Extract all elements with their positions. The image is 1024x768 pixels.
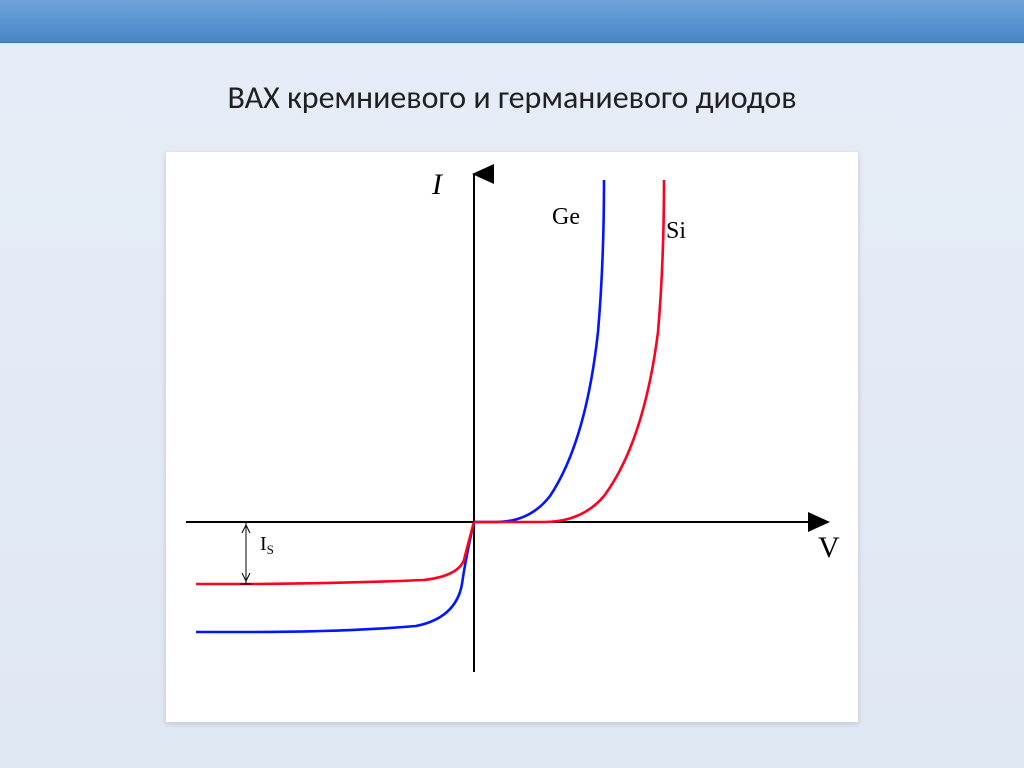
iv-chart: I V Ge Si IS	[166, 152, 858, 722]
curve-si-forward	[474, 180, 664, 522]
curve-ge-reverse	[196, 522, 474, 632]
curve-label-ge: Ge	[552, 204, 580, 230]
curve-si-reverse	[196, 522, 474, 584]
is-label: IS	[260, 533, 274, 557]
curve-ge-forward	[474, 180, 604, 522]
y-axis-label: I	[431, 168, 444, 201]
slide-top-bar	[0, 0, 1024, 43]
is-bracket	[240, 522, 252, 584]
x-axis-label: V	[818, 531, 840, 564]
chart-panel: I V Ge Si IS	[166, 152, 858, 722]
curve-label-si: Si	[666, 218, 686, 244]
slide: ВАХ кремниевого и германиевого диодов	[0, 0, 1024, 768]
slide-title: ВАХ кремниевого и германиевого диодов	[0, 78, 1024, 117]
